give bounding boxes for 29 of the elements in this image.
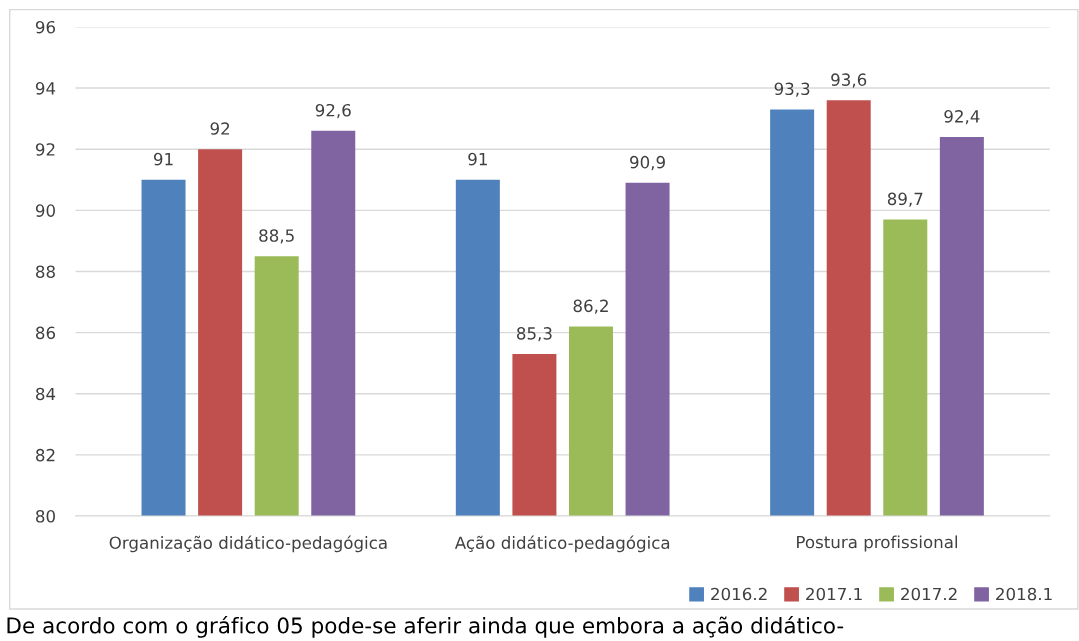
y-tick-label: 94: [35, 82, 56, 95]
data-label: 92,4: [944, 110, 980, 125]
text: De acordo com o gráfico 05 pode-se aferir ainda que embora a ação didático-: [7, 616, 844, 638]
y-tick-label: 80: [36, 509, 55, 523]
legend-label: 2017.2: [901, 587, 957, 601]
data-label: 85,3: [516, 327, 552, 342]
legend-label: 2018.1: [996, 587, 1052, 601]
data-label: 92: [210, 122, 230, 135]
data-label: 88,5: [259, 229, 294, 244]
y-tick-label: 84: [36, 387, 56, 401]
data-label: 91: [468, 152, 487, 166]
x-tick-label: Organização didático-pedagógica: [109, 535, 387, 553]
data-label: 92,6: [315, 103, 351, 119]
y-tick-label: 90: [35, 204, 55, 217]
legend-label: 2016.2: [711, 587, 767, 601]
x-tick-label: Postura profissional: [797, 535, 958, 552]
y-tick-label: 88: [36, 265, 55, 279]
x-tick-label: Ação didático-pedagógica: [454, 535, 670, 553]
data-label: 86,2: [573, 299, 608, 314]
data-label: 93,3: [774, 82, 810, 97]
data-label: 91: [153, 152, 173, 166]
data-label: 93,6: [831, 73, 867, 88]
legend-label: 2017.1: [806, 587, 862, 601]
y-tick-label: 92: [35, 143, 55, 156]
y-tick-label: 96: [35, 20, 56, 34]
data-label: 89,7: [887, 192, 923, 207]
data-label: 90,9: [630, 155, 665, 171]
y-tick-label: 86: [36, 326, 56, 340]
y-tick-label: 82: [36, 448, 55, 462]
